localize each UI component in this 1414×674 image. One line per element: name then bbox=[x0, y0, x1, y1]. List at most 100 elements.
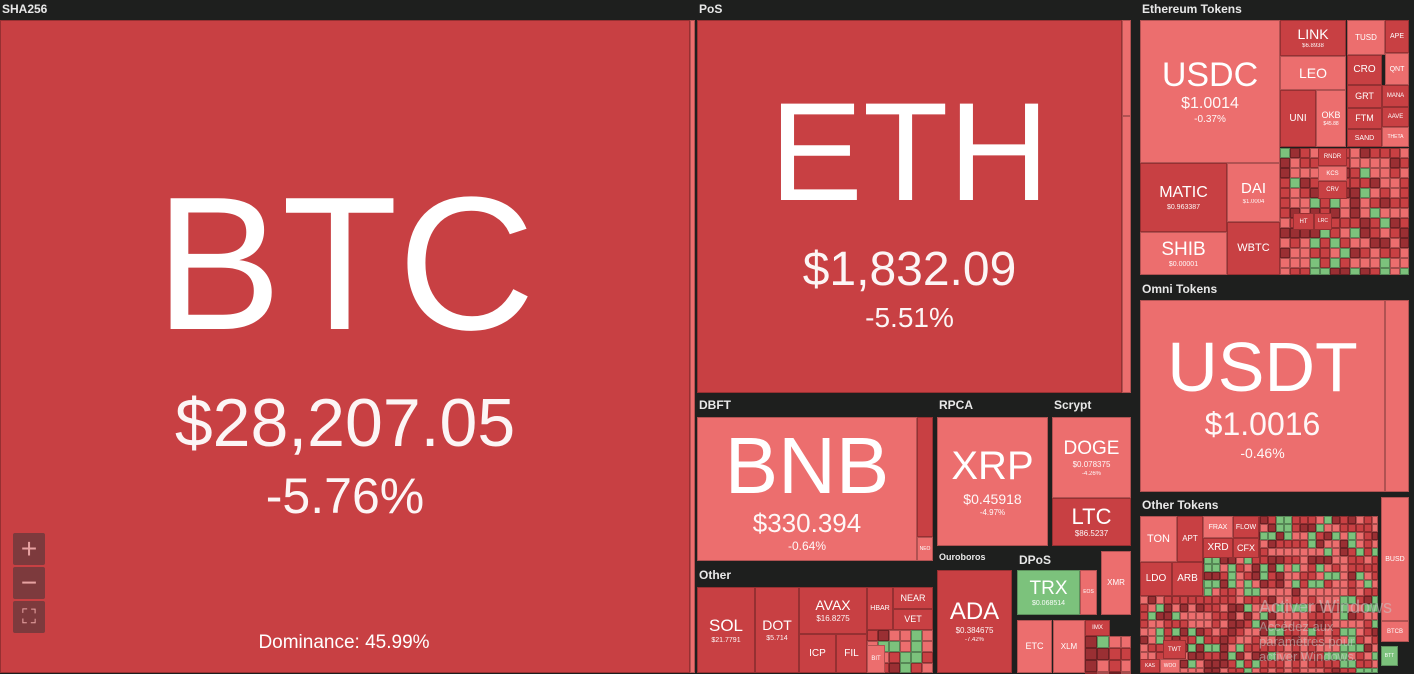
fullscreen-button[interactable]: ⛶ bbox=[13, 601, 45, 633]
small-coin-tile[interactable] bbox=[1212, 628, 1220, 636]
small-coin-tile[interactable] bbox=[1316, 604, 1324, 612]
small-coin-tile[interactable] bbox=[1212, 652, 1220, 660]
coin-tile-crv[interactable]: CRV bbox=[1318, 181, 1347, 199]
small-coin-tile[interactable] bbox=[1308, 564, 1316, 572]
coin-tile-ht[interactable]: HT bbox=[1293, 213, 1314, 230]
small-coin-tile[interactable] bbox=[1372, 644, 1378, 652]
small-coin-tile[interactable] bbox=[1140, 644, 1148, 652]
small-coin-tile[interactable] bbox=[1276, 660, 1284, 668]
small-coin-tile[interactable] bbox=[1244, 596, 1252, 604]
small-coin-tile[interactable] bbox=[1268, 588, 1276, 596]
small-coin-tile[interactable] bbox=[1172, 612, 1180, 620]
small-coin-tile[interactable] bbox=[1236, 652, 1244, 660]
small-coin-tile[interactable] bbox=[1372, 628, 1378, 636]
coin-tile-avax[interactable]: AVAX $16.8275 bbox=[799, 587, 867, 634]
small-coin-tile[interactable] bbox=[922, 663, 933, 673]
small-coin-tile[interactable] bbox=[1172, 596, 1180, 604]
small-coin-tile[interactable] bbox=[1372, 660, 1378, 668]
small-coin-tile[interactable] bbox=[1290, 248, 1300, 258]
small-coin-tile[interactable] bbox=[1372, 652, 1378, 660]
coin-tile-arb[interactable]: ARB bbox=[1172, 562, 1203, 596]
small-coin-tile[interactable] bbox=[1156, 612, 1164, 620]
small-coin-tile[interactable] bbox=[1236, 596, 1244, 604]
small-coin-tile[interactable] bbox=[1292, 524, 1300, 532]
small-coin-tile[interactable] bbox=[1292, 548, 1300, 556]
small-coin-tile[interactable] bbox=[1188, 644, 1196, 652]
small-coin-tile[interactable] bbox=[1400, 258, 1409, 268]
small-coin-tile[interactable] bbox=[1316, 556, 1324, 564]
coin-tile-okb[interactable]: OKB $45.88 bbox=[1316, 90, 1346, 147]
small-coin-tile[interactable] bbox=[1308, 660, 1316, 668]
coin-tile-fil[interactable]: FIL bbox=[836, 634, 867, 673]
small-coin-tile[interactable] bbox=[1332, 668, 1340, 673]
small-coin-tile[interactable] bbox=[1332, 516, 1340, 524]
small-coin-tile[interactable] bbox=[1220, 644, 1228, 652]
small-coin-tile[interactable] bbox=[1204, 572, 1212, 580]
small-coin-tile[interactable] bbox=[1348, 556, 1356, 564]
coin-tile-matic[interactable]: MATIC $0.963387 bbox=[1140, 163, 1227, 232]
small-coin-tile[interactable] bbox=[917, 417, 933, 537]
small-coin-tile[interactable] bbox=[1324, 604, 1332, 612]
small-coin-tile[interactable] bbox=[1332, 652, 1340, 660]
small-coin-tile[interactable] bbox=[1364, 524, 1372, 532]
small-coin-tile[interactable] bbox=[1156, 628, 1164, 636]
small-coin-tile[interactable] bbox=[1308, 620, 1316, 628]
small-coin-tile[interactable] bbox=[1364, 644, 1372, 652]
coin-tile-kas[interactable]: KAS bbox=[1140, 659, 1160, 673]
small-coin-tile[interactable] bbox=[1316, 636, 1324, 644]
small-coin-tile[interactable] bbox=[1308, 652, 1316, 660]
small-coin-tile[interactable] bbox=[1348, 612, 1356, 620]
small-coin-tile[interactable] bbox=[1316, 516, 1324, 524]
coin-tile-uni[interactable]: UNI bbox=[1280, 90, 1316, 147]
small-coin-tile[interactable] bbox=[1390, 158, 1400, 168]
small-coin-tile[interactable] bbox=[1280, 148, 1290, 158]
small-coin-tile[interactable] bbox=[1244, 620, 1252, 628]
small-coin-tile[interactable] bbox=[1300, 548, 1308, 556]
small-coin-tile[interactable] bbox=[1348, 620, 1356, 628]
small-coin-tile[interactable] bbox=[1280, 168, 1290, 178]
small-coin-tile[interactable] bbox=[1121, 648, 1131, 660]
small-coin-tile[interactable] bbox=[1268, 620, 1276, 628]
coin-tile-dot[interactable]: DOT $5.714 bbox=[755, 587, 799, 673]
coin-tile-sol[interactable]: SOL $21.7791 bbox=[697, 587, 755, 673]
small-coin-tile[interactable] bbox=[1360, 238, 1370, 248]
small-coin-tile[interactable] bbox=[1252, 612, 1260, 620]
small-coin-tile[interactable] bbox=[1228, 620, 1236, 628]
small-coin-tile[interactable] bbox=[1390, 248, 1400, 258]
small-coin-tile[interactable] bbox=[1356, 620, 1364, 628]
small-coin-tile[interactable] bbox=[1292, 620, 1300, 628]
small-coin-tile[interactable] bbox=[911, 663, 922, 673]
small-coin-tile[interactable] bbox=[1372, 612, 1378, 620]
coin-tile-ton[interactable]: TON bbox=[1140, 516, 1177, 562]
small-coin-tile[interactable] bbox=[1236, 572, 1244, 580]
small-coin-tile[interactable] bbox=[1180, 620, 1188, 628]
small-coin-tile[interactable] bbox=[1196, 596, 1204, 604]
small-coin-tile[interactable] bbox=[1372, 668, 1378, 673]
small-coin-tile[interactable] bbox=[1350, 218, 1360, 228]
small-coin-tile[interactable] bbox=[1204, 580, 1212, 588]
small-coin-tile[interactable] bbox=[1276, 516, 1284, 524]
small-coin-tile[interactable] bbox=[1292, 572, 1300, 580]
small-coin-tile[interactable] bbox=[1350, 258, 1360, 268]
small-coin-tile[interactable] bbox=[1290, 238, 1300, 248]
small-coin-tile[interactable] bbox=[1300, 178, 1310, 188]
small-coin-tile[interactable] bbox=[1236, 588, 1244, 596]
small-coin-tile[interactable] bbox=[1350, 168, 1360, 178]
small-coin-tile[interactable] bbox=[1340, 198, 1350, 208]
small-coin-tile[interactable] bbox=[1148, 620, 1156, 628]
coin-tile-trx[interactable]: TRX $0.068514 bbox=[1017, 570, 1080, 615]
small-coin-tile[interactable] bbox=[1320, 258, 1330, 268]
coin-tile-ada[interactable]: ADA $0.384675 -7.42% bbox=[937, 570, 1012, 673]
small-coin-tile[interactable] bbox=[1380, 258, 1390, 268]
small-coin-tile[interactable] bbox=[1356, 628, 1364, 636]
small-coin-tile[interactable] bbox=[1268, 532, 1276, 540]
small-coin-tile[interactable] bbox=[1276, 612, 1284, 620]
small-coin-tile[interactable] bbox=[1188, 652, 1196, 660]
small-coin-tile[interactable] bbox=[1340, 620, 1348, 628]
small-coin-tile[interactable] bbox=[1356, 556, 1364, 564]
small-coin-tile[interactable] bbox=[1164, 628, 1172, 636]
small-coin-tile[interactable] bbox=[1300, 572, 1308, 580]
small-coin-tile[interactable] bbox=[1300, 620, 1308, 628]
small-coin-tile[interactable] bbox=[1340, 268, 1350, 275]
small-coin-tile[interactable] bbox=[1300, 588, 1308, 596]
